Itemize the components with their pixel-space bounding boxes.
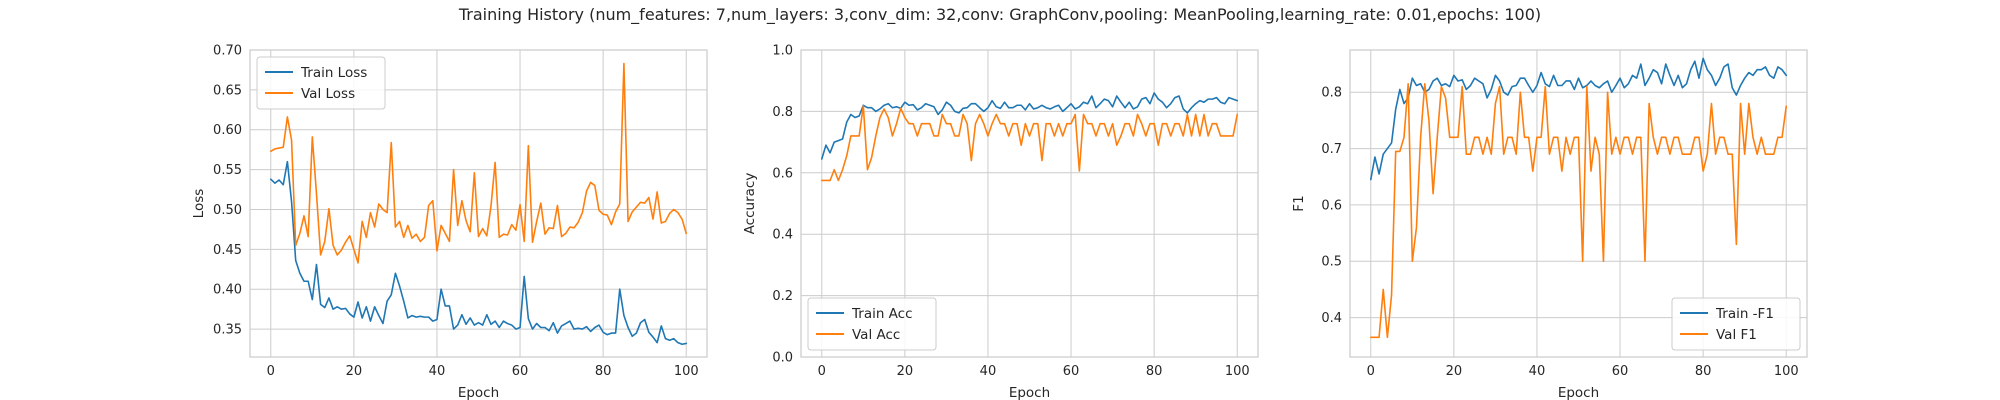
figure-title: Training History (num_features: 7,num_la… bbox=[458, 5, 1541, 25]
x-axis-label: Epoch bbox=[1558, 385, 1599, 400]
x-tick-label: 60 bbox=[512, 364, 529, 379]
series-line-1 bbox=[269, 160, 688, 346]
x-tick-label: 100 bbox=[674, 364, 699, 379]
y-tick-label: 0.6 bbox=[1321, 198, 1342, 213]
y-tick-label: 0.4 bbox=[772, 228, 793, 243]
y-tick-label: 0.40 bbox=[213, 283, 242, 298]
y-tick-label: 0.4 bbox=[1321, 311, 1342, 326]
axes-frame bbox=[1349, 49, 1808, 358]
y-tick-label: 0.6 bbox=[772, 166, 793, 181]
x-tick-label: 40 bbox=[1529, 364, 1546, 379]
legend-label: Val F1 bbox=[1716, 327, 1757, 343]
y-tick-label: 0.55 bbox=[213, 163, 242, 178]
y-tick-label: 0.60 bbox=[213, 123, 242, 138]
y-axis-label: Loss bbox=[191, 189, 207, 219]
series-line-1 bbox=[820, 92, 1239, 160]
y-tick-label: 0.5 bbox=[1321, 255, 1342, 270]
legend: Train Loss Val Loss bbox=[256, 56, 386, 110]
x-tick-label: 60 bbox=[1063, 364, 1080, 379]
axes-frame bbox=[800, 49, 1259, 358]
x-axis-label: Epoch bbox=[1009, 385, 1050, 400]
subplot-2: 0 20 40 60 80 100 0.0 0.2 0.4 0.6 0.8 1.0 Epoch Accur… bbox=[742, 44, 1259, 400]
legend-label: Val Acc bbox=[852, 327, 900, 343]
y-axis-label: Accuracy bbox=[742, 173, 758, 235]
x-tick-label: 80 bbox=[1695, 364, 1712, 379]
series-line-1 bbox=[1369, 57, 1788, 181]
y-tick-label: 0.50 bbox=[213, 203, 242, 218]
legend-label: Train -F1 bbox=[1715, 306, 1774, 322]
series-line-2 bbox=[269, 62, 688, 264]
legend-box bbox=[1671, 297, 1801, 351]
x-tick-label: 80 bbox=[1146, 364, 1163, 379]
y-tick-label: 0.35 bbox=[213, 323, 242, 338]
y-tick-label: 0.8 bbox=[772, 105, 793, 120]
legend: Train Acc Val Acc bbox=[807, 297, 937, 351]
y-tick-label: 0.65 bbox=[213, 83, 242, 98]
x-tick-label: 40 bbox=[980, 364, 997, 379]
x-tick-label: 20 bbox=[1446, 364, 1463, 379]
y-tick-label: 0.2 bbox=[772, 289, 793, 304]
series-line-2 bbox=[820, 105, 1239, 182]
y-tick-label: 0.70 bbox=[213, 44, 242, 59]
y-tick-label: 0.45 bbox=[213, 243, 242, 258]
x-tick-label: 100 bbox=[1774, 364, 1799, 379]
legend: Train -F1 Val F1 bbox=[1671, 297, 1801, 351]
series-line-2 bbox=[1369, 83, 1788, 339]
x-tick-label: 60 bbox=[1612, 364, 1629, 379]
y-tick-label: 0.7 bbox=[1321, 142, 1342, 157]
x-tick-label: 20 bbox=[897, 364, 914, 379]
x-tick-label: 0 bbox=[267, 364, 275, 379]
y-tick-label: 0.8 bbox=[1321, 86, 1342, 101]
x-tick-label: 0 bbox=[818, 364, 826, 379]
subplot-3: 0 20 40 60 80 100 0.4 0.5 0.6 0.7 0.8 Epoch F1 Train … bbox=[1291, 49, 1808, 400]
y-tick-label: 0.0 bbox=[772, 351, 793, 366]
x-tick-label: 20 bbox=[346, 364, 363, 379]
x-axis-label: Epoch bbox=[458, 385, 499, 400]
x-tick-label: 40 bbox=[429, 364, 446, 379]
legend-label: Train Acc bbox=[851, 306, 913, 322]
axes-frame bbox=[249, 49, 708, 358]
legend-box bbox=[807, 297, 937, 351]
legend-label: Val Loss bbox=[301, 86, 355, 102]
y-tick-label: 1.0 bbox=[772, 44, 793, 59]
x-tick-label: 0 bbox=[1367, 364, 1375, 379]
x-tick-label: 100 bbox=[1225, 364, 1250, 379]
x-tick-label: 80 bbox=[595, 364, 612, 379]
legend-box bbox=[256, 56, 386, 110]
legend-label: Train Loss bbox=[300, 65, 367, 81]
y-axis-label: F1 bbox=[1291, 195, 1307, 211]
subplot-panels: 0 20 40 60 80 1000.350.400.450.500.550.600.65… bbox=[191, 44, 1808, 400]
subplot-1: 0 20 40 60 80 100 0.35 0.40 0.45 0.50 0.55 0.60 0.65… bbox=[191, 44, 708, 400]
